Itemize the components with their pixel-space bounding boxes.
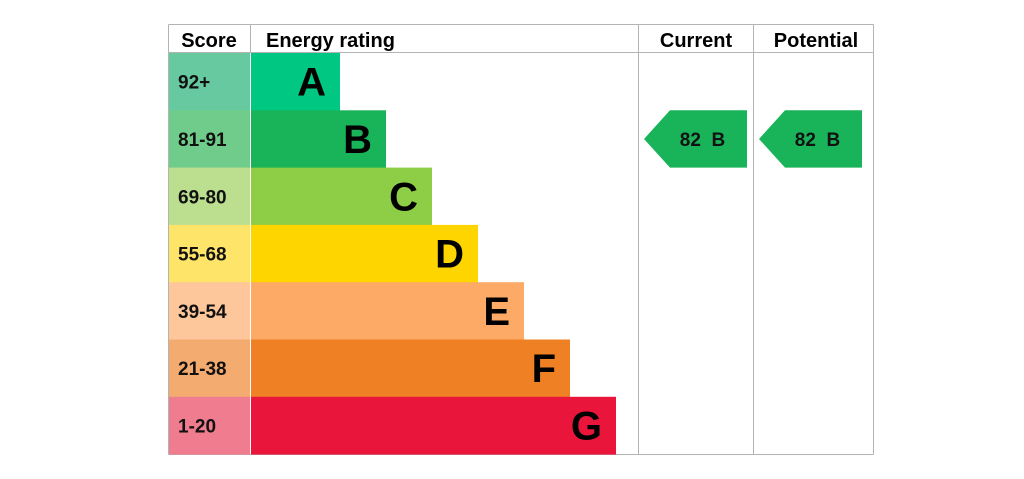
- band-row-c: 69-80 C: [169, 167, 432, 226]
- band-bar-a: [251, 53, 340, 111]
- score-label-d: 55-68: [178, 245, 227, 266]
- header-energy-rating: Energy rating: [266, 30, 395, 52]
- header-current: Current: [660, 30, 733, 52]
- score-cell-d: [169, 224, 250, 283]
- band-letter-b: B: [343, 118, 372, 162]
- score-label-b: 81-91: [178, 130, 227, 151]
- score-cell-b: [169, 110, 250, 169]
- potential-arrow-shape: [759, 110, 862, 168]
- band-row-f: 21-38 F: [169, 339, 570, 398]
- score-cell-c: [169, 167, 250, 226]
- band-row-e: 39-54 E: [169, 282, 524, 340]
- band-row-b: 81-91 B: [169, 110, 386, 169]
- score-cell-f: [169, 339, 250, 398]
- score-cell-e: [169, 282, 250, 340]
- band-letter-c: C: [389, 175, 418, 219]
- current-rating-arrow: 82 B: [644, 110, 747, 168]
- rating-bands: 92+ A 81-91 B 69-80 C 55-68 D 39-54 E 21-38 F 1-20 G: [169, 53, 616, 455]
- band-bar-c: [251, 167, 432, 226]
- band-row-g: 1-20 G: [169, 396, 616, 455]
- potential-rating-label: 82 B: [795, 130, 840, 151]
- band-letter-d: D: [435, 233, 464, 277]
- score-label-g: 1-20: [178, 416, 216, 437]
- score-label-f: 21-38: [178, 359, 227, 380]
- score-label-e: 39-54: [178, 302, 227, 323]
- band-bar-b: [251, 110, 386, 169]
- current-arrow-shape: [644, 110, 747, 168]
- header-potential: Potential: [774, 30, 858, 52]
- band-bar-f: [251, 339, 570, 398]
- band-letter-g: G: [571, 404, 602, 448]
- header-score: Score: [181, 30, 237, 52]
- band-bar-d: [251, 224, 478, 283]
- band-letter-e: E: [483, 290, 510, 334]
- band-bar-g: [251, 396, 616, 455]
- band-row-d: 55-68 D: [169, 224, 478, 283]
- score-cell-a: [169, 53, 250, 111]
- band-letter-a: A: [297, 61, 326, 105]
- current-rating-label: 82 B: [680, 130, 725, 151]
- score-cell-g: [169, 396, 250, 455]
- band-bar-e: [251, 282, 524, 340]
- score-label-c: 69-80: [178, 187, 227, 208]
- potential-rating-arrow: 82 B: [759, 110, 862, 168]
- rating-arrows: 82 B 82 B: [644, 110, 862, 168]
- score-label-a: 92+: [178, 73, 210, 94]
- band-letter-f: F: [532, 347, 556, 391]
- band-row-a: 92+ A: [169, 53, 340, 111]
